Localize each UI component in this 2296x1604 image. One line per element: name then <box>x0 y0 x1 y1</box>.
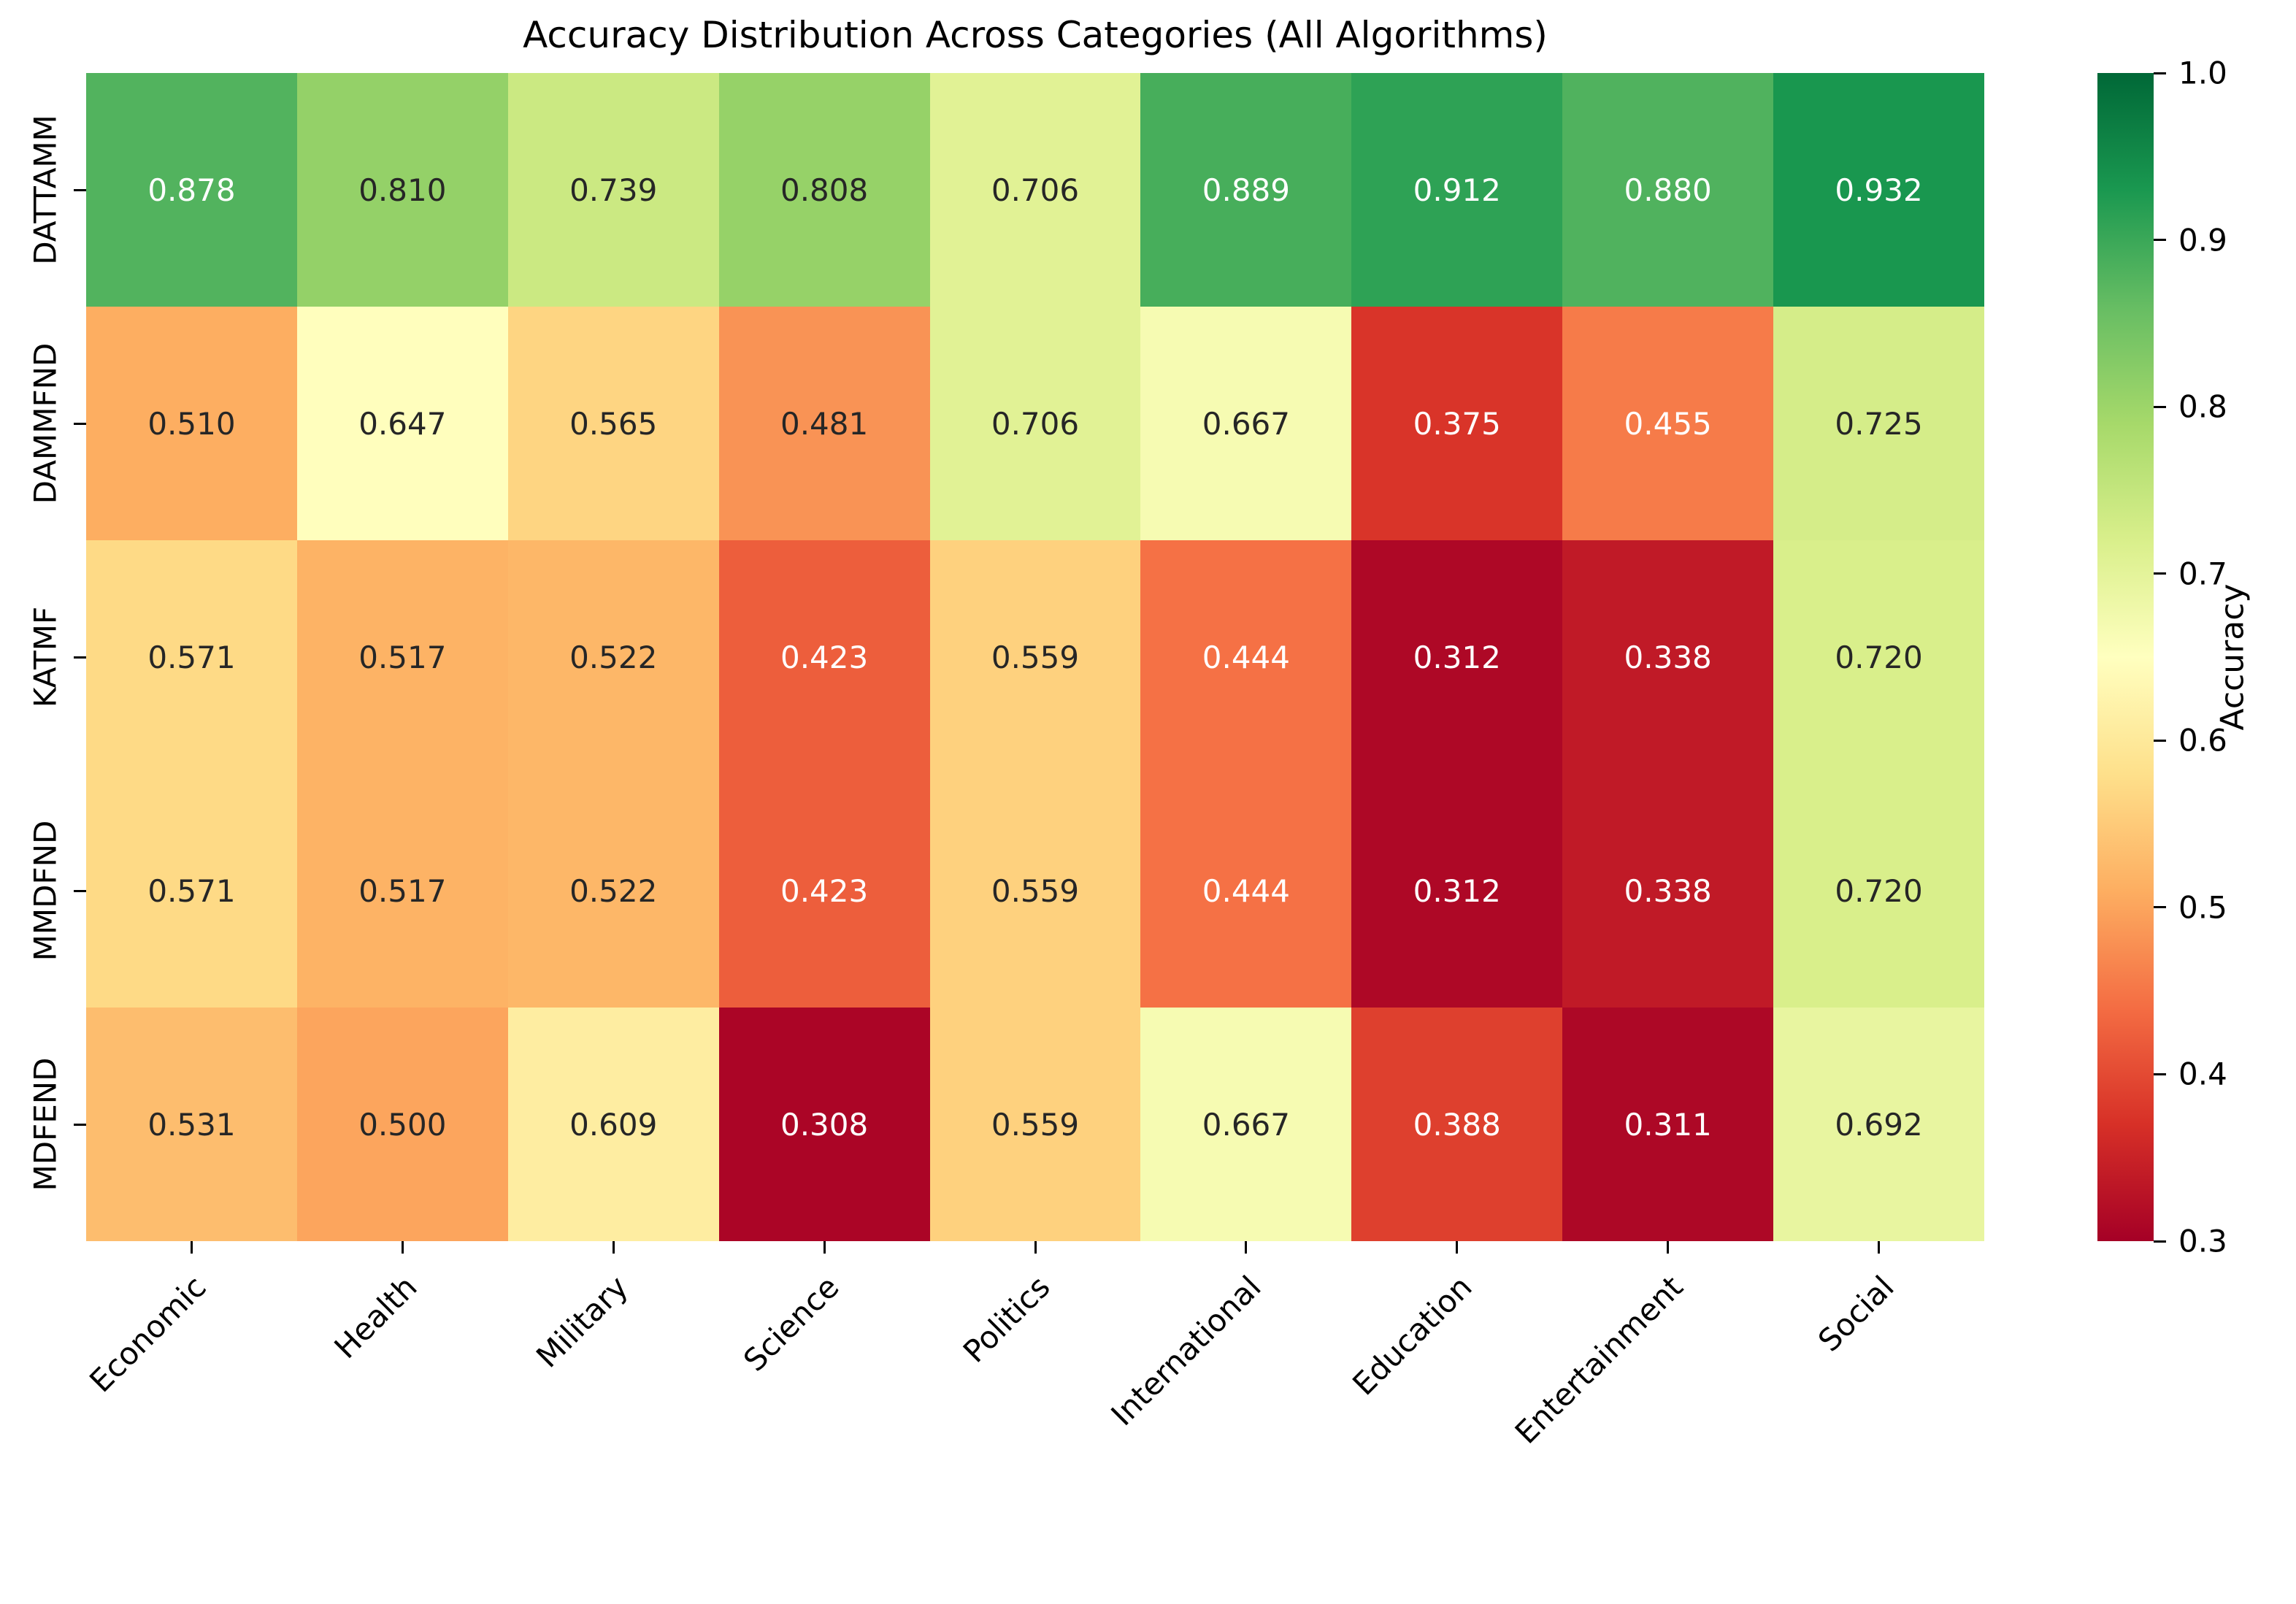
heatmap-cell: 0.667 <box>1140 1008 1352 1241</box>
heatmap-cell: 0.423 <box>718 774 930 1008</box>
heatmap-cell: 0.423 <box>718 540 930 774</box>
colorbar-tick-label: 0.8 <box>2178 388 2227 425</box>
heatmap-cell: 0.517 <box>296 540 508 774</box>
heatmap-cell: 0.571 <box>86 540 297 774</box>
colorbar-tick-mark <box>2154 572 2166 575</box>
colorbar-tick-label: 0.3 <box>2178 1223 2227 1259</box>
y-tick-mark <box>74 422 86 425</box>
x-tick-mark <box>1245 1241 1248 1254</box>
colorbar-gradient <box>2097 73 2154 1241</box>
heatmap-cell: 0.706 <box>929 307 1141 540</box>
y-tick-mark <box>74 889 86 892</box>
x-tick-mark <box>612 1241 615 1254</box>
colorbar-tick-mark <box>2154 1072 2166 1075</box>
heatmap-cell: 0.522 <box>507 774 719 1008</box>
heatmap-cell: 0.912 <box>1351 73 1563 307</box>
heatmap-cell: 0.725 <box>1773 307 1984 540</box>
heatmap-cell: 0.647 <box>296 307 508 540</box>
heatmap-cell: 0.531 <box>86 1008 297 1241</box>
colorbar-tick-label: 0.4 <box>2178 1056 2227 1092</box>
heatmap-cell: 0.517 <box>296 774 508 1008</box>
y-axis-label: MMDFND <box>27 820 64 962</box>
heatmap-cell: 0.559 <box>929 774 1141 1008</box>
heatmap-cell: 0.444 <box>1140 774 1352 1008</box>
heatmap-cell: 0.609 <box>507 1008 719 1241</box>
colorbar-tick-label: 0.5 <box>2178 889 2227 926</box>
heatmap-cell: 0.312 <box>1351 540 1563 774</box>
x-tick-mark <box>1034 1241 1037 1254</box>
heatmap-cell: 0.455 <box>1562 307 1774 540</box>
heatmap-cell: 0.667 <box>1140 307 1352 540</box>
heatmap-cell: 0.312 <box>1351 774 1563 1008</box>
colorbar-tick-label: 0.6 <box>2178 722 2227 759</box>
heatmap-figure: Accuracy Distribution Across Categories … <box>27 14 2251 1451</box>
y-axis-label: KATMF <box>27 606 64 708</box>
y-tick-mark <box>74 1123 86 1126</box>
x-tick-mark <box>1667 1241 1670 1254</box>
heatmap-cell: 0.692 <box>1773 1008 1984 1241</box>
colorbar-tick-mark <box>2154 405 2166 408</box>
heatmap-cell: 0.739 <box>507 73 719 307</box>
x-axis-label: Economic <box>82 1269 214 1400</box>
heatmap-cell: 0.444 <box>1140 540 1352 774</box>
heatmap-cell: 0.311 <box>1562 1008 1774 1241</box>
heatmap-cell: 0.481 <box>718 307 930 540</box>
heatmap-cell: 0.889 <box>1140 73 1352 307</box>
heatmap-cell: 0.522 <box>507 540 719 774</box>
y-axis-label: DATTAMM <box>27 115 64 265</box>
colorbar-tick-mark <box>2154 906 2166 909</box>
heatmap-cell: 0.510 <box>86 307 297 540</box>
y-axis-label: DAMMFND <box>27 342 64 504</box>
heatmap-cell: 0.559 <box>929 540 1141 774</box>
colorbar-tick-mark <box>2154 739 2166 742</box>
heatmap-cell: 0.338 <box>1562 540 1774 774</box>
heatmap-cell: 0.706 <box>929 73 1141 307</box>
heatmap-cell: 0.308 <box>718 1008 930 1241</box>
colorbar-tick-mark <box>2154 72 2166 74</box>
heatmap-cell: 0.559 <box>929 1008 1141 1241</box>
heatmap-cell: 0.338 <box>1562 774 1774 1008</box>
colorbar-axis-label: Accuracy <box>2214 583 2251 731</box>
y-tick-mark <box>74 656 86 659</box>
colorbar-tick-label: 0.9 <box>2178 222 2227 258</box>
colorbar-tick-mark <box>2154 239 2166 242</box>
heatmap-cell: 0.880 <box>1562 73 1774 307</box>
x-tick-mark <box>1878 1241 1881 1254</box>
y-axis-label: MDFEND <box>27 1057 64 1192</box>
x-tick-mark <box>401 1241 404 1254</box>
heatmap-cell: 0.388 <box>1351 1008 1563 1241</box>
heatmap-grid: 0.878 0.810 0.739 0.808 0.706 0.889 0.912 0.880… <box>86 73 1984 1241</box>
x-tick-mark <box>190 1241 193 1254</box>
chart-title: Accuracy Distribution Across Categories … <box>523 14 1548 56</box>
colorbar-tick-label: 1.0 <box>2178 55 2227 91</box>
x-tick-mark <box>1456 1241 1459 1254</box>
heatmap-cell: 0.878 <box>86 73 297 307</box>
heatmap-cell: 0.565 <box>507 307 719 540</box>
y-tick-mark <box>74 188 86 191</box>
heatmap-cell: 0.932 <box>1773 73 1984 307</box>
heatmap-cell: 0.375 <box>1351 307 1563 540</box>
heatmap-cell: 0.571 <box>86 774 297 1008</box>
heatmap-cell: 0.808 <box>718 73 930 307</box>
heatmap-cell: 0.720 <box>1773 774 1984 1008</box>
heatmap-cell: 0.810 <box>296 73 508 307</box>
heatmap-cell: 0.500 <box>296 1008 508 1241</box>
x-tick-mark <box>823 1241 826 1254</box>
heatmap-cell: 0.720 <box>1773 540 1984 774</box>
colorbar-tick-label: 0.7 <box>2178 556 2227 592</box>
colorbar-tick-mark <box>2154 1240 2166 1243</box>
